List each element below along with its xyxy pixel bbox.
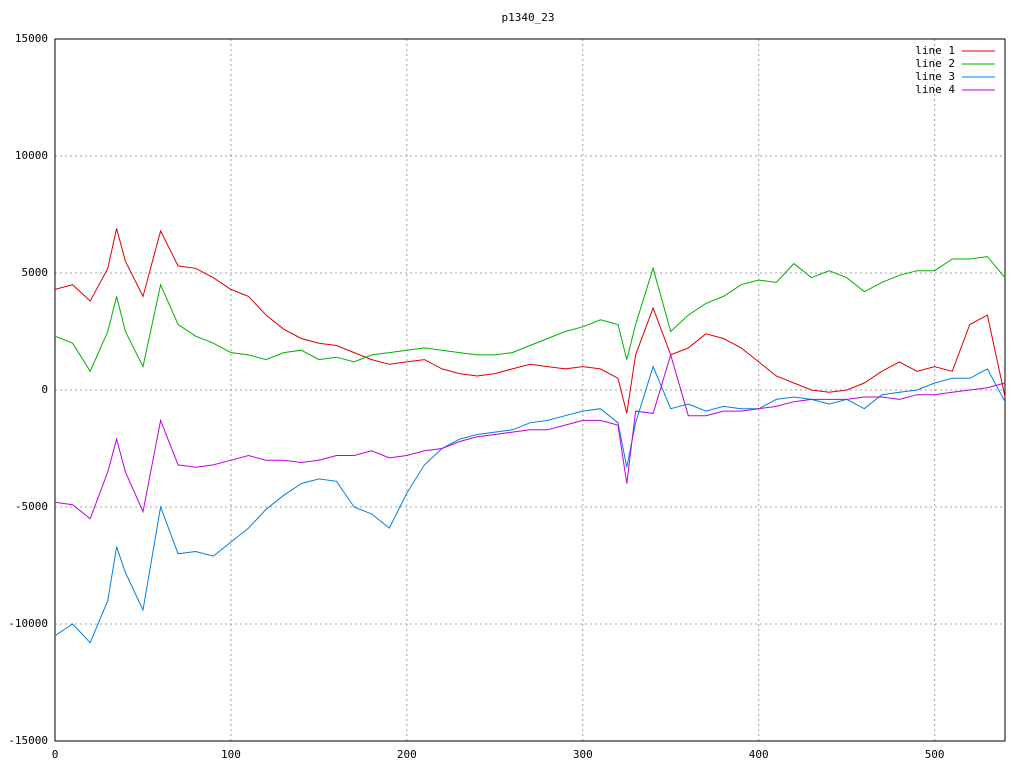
data-line bbox=[54, 228, 1006, 414]
y-tick-label: -10000 bbox=[8, 617, 48, 630]
legend-label: line 3 bbox=[915, 70, 955, 83]
x-tick-label: 100 bbox=[221, 748, 241, 761]
data-line bbox=[54, 256, 1006, 373]
legend-label: line 2 bbox=[915, 57, 955, 70]
y-tick-label: 10000 bbox=[15, 149, 48, 162]
plot-frame bbox=[54, 38, 1006, 742]
y-tick-label: 0 bbox=[41, 383, 48, 396]
y-tick-label: -15000 bbox=[8, 734, 48, 747]
data-line bbox=[54, 365, 1006, 644]
chart-title: p1340_23 bbox=[502, 11, 555, 24]
x-tick-label: 0 bbox=[52, 748, 59, 761]
x-tick-label: 300 bbox=[573, 748, 593, 761]
legend-label: line 1 bbox=[915, 44, 955, 57]
x-tick-label: 500 bbox=[925, 748, 945, 761]
data-line bbox=[54, 353, 1006, 520]
y-tick-label: -5000 bbox=[15, 500, 48, 513]
legend-label: line 4 bbox=[915, 83, 955, 96]
y-tick-label: 5000 bbox=[22, 266, 49, 279]
y-tick-label: 15000 bbox=[15, 32, 48, 45]
x-tick-label: 400 bbox=[749, 748, 769, 761]
x-tick-label: 200 bbox=[397, 748, 417, 761]
